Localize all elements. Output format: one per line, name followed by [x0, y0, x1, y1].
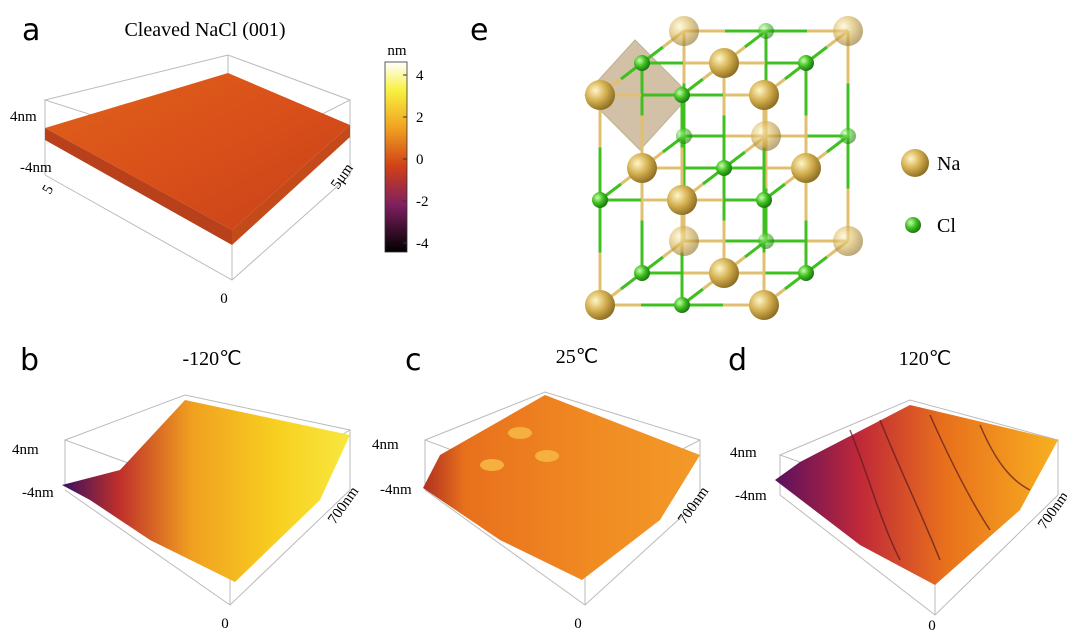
- z-bottom-label: -4nm: [735, 488, 767, 504]
- na-atom: [833, 226, 863, 256]
- z-top-label: 4nm: [730, 445, 757, 461]
- cl-atom: [634, 55, 650, 71]
- cl-atom: [798, 55, 814, 71]
- panel-label: a: [22, 13, 40, 48]
- colorbar-tick-label: 0: [416, 152, 424, 168]
- na-atom: [749, 80, 779, 110]
- surface-feature: [480, 459, 504, 471]
- legend-label: Cl: [937, 215, 956, 237]
- surface-feature: [508, 427, 532, 439]
- z-top-label: 4nm: [372, 437, 399, 453]
- surface: [423, 395, 700, 580]
- origin-label: 0: [220, 291, 228, 307]
- na-atom: [627, 153, 657, 183]
- z-bottom-label: -4nm: [20, 160, 52, 176]
- origin-label: 0: [928, 618, 936, 632]
- cl-atom: [758, 233, 774, 249]
- panel-d: d 120℃ 4nm -4nm 700nm 0: [728, 343, 1067, 632]
- na-atom: [833, 16, 863, 46]
- colorbar-tick-label: 4: [416, 68, 424, 84]
- origin-label: 0: [221, 616, 229, 632]
- cl-atom: [840, 128, 856, 144]
- surface: [775, 405, 1058, 585]
- panel-title: 120℃: [899, 348, 951, 370]
- legend: Na Cl: [901, 149, 960, 237]
- surface-feature: [535, 450, 559, 462]
- colorbar-unit: nm: [387, 43, 407, 59]
- panel-a: a Cleaved NaCl (001) 4nm -4nm 5 5μm 0: [10, 13, 357, 307]
- y-axis-label: 700nm: [675, 484, 712, 528]
- cl-atom: [674, 297, 690, 313]
- legend-cl-sphere: [905, 217, 921, 233]
- cl-atom: [676, 128, 692, 144]
- colorbar: nm 4 2 0 -2 -4: [385, 43, 429, 252]
- colorbar-gradient: [385, 62, 407, 252]
- colorbar-tick-label: 2: [416, 110, 424, 126]
- surface: [62, 400, 350, 582]
- na-atom: [749, 290, 779, 320]
- y-axis-label: 700nm: [1035, 489, 1067, 533]
- legend-na-sphere: [901, 149, 929, 177]
- cl-atom: [592, 192, 608, 208]
- panel-label: e: [470, 13, 488, 48]
- cl-atom: [634, 265, 650, 281]
- na-atom: [669, 226, 699, 256]
- na-atom: [709, 258, 739, 288]
- colorbar-tick-label: -4: [416, 236, 429, 252]
- z-top-label: 4nm: [12, 442, 39, 458]
- cl-atom: [674, 87, 690, 103]
- z-bottom-label: -4nm: [380, 482, 412, 498]
- y-axis-label: 700nm: [325, 484, 362, 528]
- surface: [45, 73, 350, 230]
- y-axis-label: 5μm: [328, 161, 357, 193]
- na-atom: [751, 121, 781, 151]
- legend-label: Na: [937, 153, 960, 175]
- panel-label: c: [405, 343, 422, 378]
- na-atom: [709, 48, 739, 78]
- panel-label: b: [20, 343, 39, 378]
- figure: a Cleaved NaCl (001) 4nm -4nm 5 5μm 0 nm…: [0, 0, 1067, 632]
- na-atom: [585, 80, 615, 110]
- panel-title: -120℃: [182, 348, 241, 370]
- z-top-label: 4nm: [10, 109, 37, 125]
- cl-atom: [716, 160, 732, 176]
- na-atom: [669, 16, 699, 46]
- colorbar-tick-label: -2: [416, 194, 429, 210]
- panel-e: e: [470, 13, 863, 320]
- panel-title: 25℃: [556, 346, 598, 368]
- panel-b: b -120℃ 4nm -4nm 700nm 0: [12, 343, 362, 632]
- panel-label: d: [728, 343, 747, 378]
- cl-atom: [798, 265, 814, 281]
- na-atom: [791, 153, 821, 183]
- cl-atom: [756, 192, 772, 208]
- x-axis-label: 5: [40, 183, 58, 197]
- z-bottom-label: -4nm: [22, 485, 54, 501]
- panel-c: c 25℃ 4nm -4nm 700nm 0: [372, 343, 712, 632]
- na-atom: [585, 290, 615, 320]
- cl-atom: [758, 23, 774, 39]
- panel-title: Cleaved NaCl (001): [124, 19, 285, 41]
- origin-label: 0: [574, 616, 582, 632]
- na-atom: [667, 185, 697, 215]
